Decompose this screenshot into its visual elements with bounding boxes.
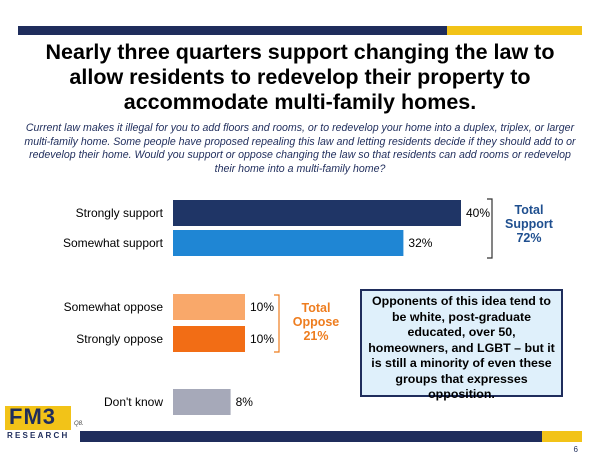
total-oppose-label: Total Oppose bbox=[292, 301, 340, 329]
bar-strongly-oppose bbox=[173, 326, 245, 352]
top-bar-navy-segment bbox=[18, 26, 447, 35]
bar-somewhat-support bbox=[173, 230, 404, 256]
survey-question: Current law makes it illegal for you to … bbox=[24, 122, 576, 175]
total-support-label: Total Support bbox=[505, 203, 553, 231]
top-accent-bar bbox=[18, 26, 582, 35]
total-oppose-annotation: Total Oppose 21% bbox=[287, 301, 345, 343]
value-label-somewhat-oppose: 10% bbox=[250, 300, 274, 314]
value-label-strongly-oppose: 10% bbox=[250, 332, 274, 346]
bottom-accent-bar bbox=[80, 431, 582, 442]
total-support-value: 72% bbox=[516, 231, 542, 245]
question-reference: Q8. bbox=[74, 421, 84, 427]
category-label-don-t-know: Don't know bbox=[104, 395, 163, 409]
value-label-somewhat-support: 32% bbox=[408, 236, 432, 250]
value-label-strongly-support: 40% bbox=[466, 206, 490, 220]
support-bracket bbox=[487, 198, 493, 259]
logo-wordmark: FM3 bbox=[9, 404, 56, 429]
fm3-research-logo: FM3 RESEARCH bbox=[5, 404, 71, 442]
logo-subtitle: RESEARCH bbox=[7, 431, 70, 440]
page-number: 6 bbox=[573, 445, 578, 454]
category-label-somewhat-support: Somewhat support bbox=[63, 236, 164, 250]
opponents-callout: Opponents of this idea tend to be white,… bbox=[360, 289, 563, 401]
bottom-bar-gold-segment bbox=[541, 431, 582, 442]
category-label-somewhat-oppose: Somewhat oppose bbox=[64, 300, 164, 314]
logo-gold-box bbox=[5, 406, 71, 430]
bottom-bar-navy-segment bbox=[80, 431, 542, 442]
oppose-bracket bbox=[274, 294, 280, 353]
bar-don-t-know bbox=[173, 389, 231, 415]
total-oppose-value: 21% bbox=[303, 329, 329, 343]
category-label-strongly-support: Strongly support bbox=[76, 206, 164, 220]
bar-strongly-support bbox=[173, 200, 461, 226]
bar-somewhat-oppose bbox=[173, 294, 245, 320]
top-bar-gold-segment bbox=[446, 26, 582, 35]
value-label-don-t-know: 8% bbox=[236, 395, 254, 409]
total-support-annotation: Total Support 72% bbox=[500, 203, 558, 245]
slide-title: Nearly three quarters support changing t… bbox=[45, 40, 555, 114]
category-label-strongly-oppose: Strongly oppose bbox=[76, 332, 163, 346]
